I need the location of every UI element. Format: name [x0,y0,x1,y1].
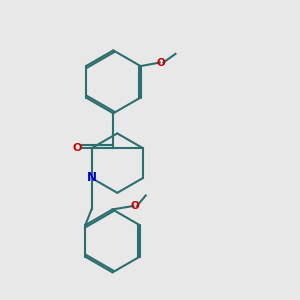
Text: O: O [156,58,165,68]
Text: N: N [86,172,97,184]
Text: O: O [73,143,82,153]
Text: O: O [130,201,139,211]
